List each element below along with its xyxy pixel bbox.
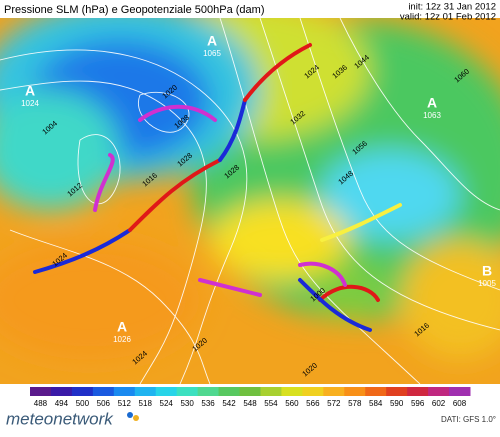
colorbar-swatch [50,387,73,396]
colorbar-swatch [428,387,450,396]
colorbar-tick-label: 560 [285,399,299,408]
colorbar-swatch [407,387,429,396]
colorbar-tick-label: 530 [180,399,194,408]
colorbar-swatch [176,387,199,396]
colorbar-tick-label: 500 [76,399,90,408]
brand-dot [133,415,139,421]
colorbar-swatch [344,387,366,396]
colorbar-tick-label: 548 [243,399,257,408]
colorbar-swatch [218,387,241,396]
colorbar-tick-label: 566 [306,399,320,408]
fronts [33,43,402,332]
colorbar-tick-label: 554 [264,399,278,408]
data-source: DATI: GFS 1.0° [441,415,496,424]
colorbar-tick-label: 584 [369,399,383,408]
colorbar-swatch [386,387,408,396]
colorbar-tick-label: 488 [34,399,48,408]
center-value: 1024 [21,99,39,108]
center-value: 1063 [423,111,441,120]
colorbar-tick-label: 572 [327,399,341,408]
colorbar-swatch [239,387,261,396]
colorbar-swatch [71,387,94,396]
colorbar-swatch [449,387,471,396]
colorbar-tick-label: 524 [160,399,174,408]
isobar-lines [0,18,500,384]
colorbar-swatch [30,387,52,396]
valid-time: valid: 12z 01 Feb 2012 [400,12,496,23]
colorbar-swatch [134,387,157,396]
center-value: 1005 [478,279,496,288]
colorbar-tick-label: 590 [390,399,404,408]
colorbar-tick-label: 494 [55,399,69,408]
center-letter: A [207,33,217,49]
colorbar-tick-label: 512 [118,399,132,408]
colorbar-tick-label: 506 [97,399,111,408]
center-letter: B [482,263,492,279]
colorbar: 488 494 500 506 512 518 524 530 536 542 548 554 560 5… [30,387,471,408]
init-time: init: 12z 31 Jan 2012 [408,2,496,13]
map-title: Pressione SLM (hPa) e Geopotenziale 500h… [4,4,264,16]
center-value: 1026 [113,335,131,344]
colorbar-swatch [260,387,282,396]
brand-dot [127,412,133,418]
center-letter: A [427,95,437,111]
colorbar-swatch [365,387,387,396]
colorbar-tick-label: 608 [453,399,467,408]
colorbar-tick-label: 578 [348,399,362,408]
colorbar-tick-label: 602 [432,399,446,408]
colorbar-tick-label: 536 [201,399,215,408]
colorbar-tick-label: 542 [222,399,236,408]
colorbar-swatch [92,387,115,396]
colorbar-swatch [155,387,178,396]
colorbar-swatch [302,387,324,396]
center-letter: A [25,83,35,99]
center-letter: A [117,319,127,335]
colorbar-tick-label: 518 [139,399,153,408]
center-value: 1065 [203,49,221,58]
colorbar-swatch [113,387,136,396]
map-field [0,18,500,384]
colorbar-swatch [323,387,345,396]
colorbar-swatch [197,387,220,396]
colorbar-tick-label: 596 [411,399,425,408]
brand: meteonetwork [6,409,114,428]
colorbar-swatch [281,387,303,396]
